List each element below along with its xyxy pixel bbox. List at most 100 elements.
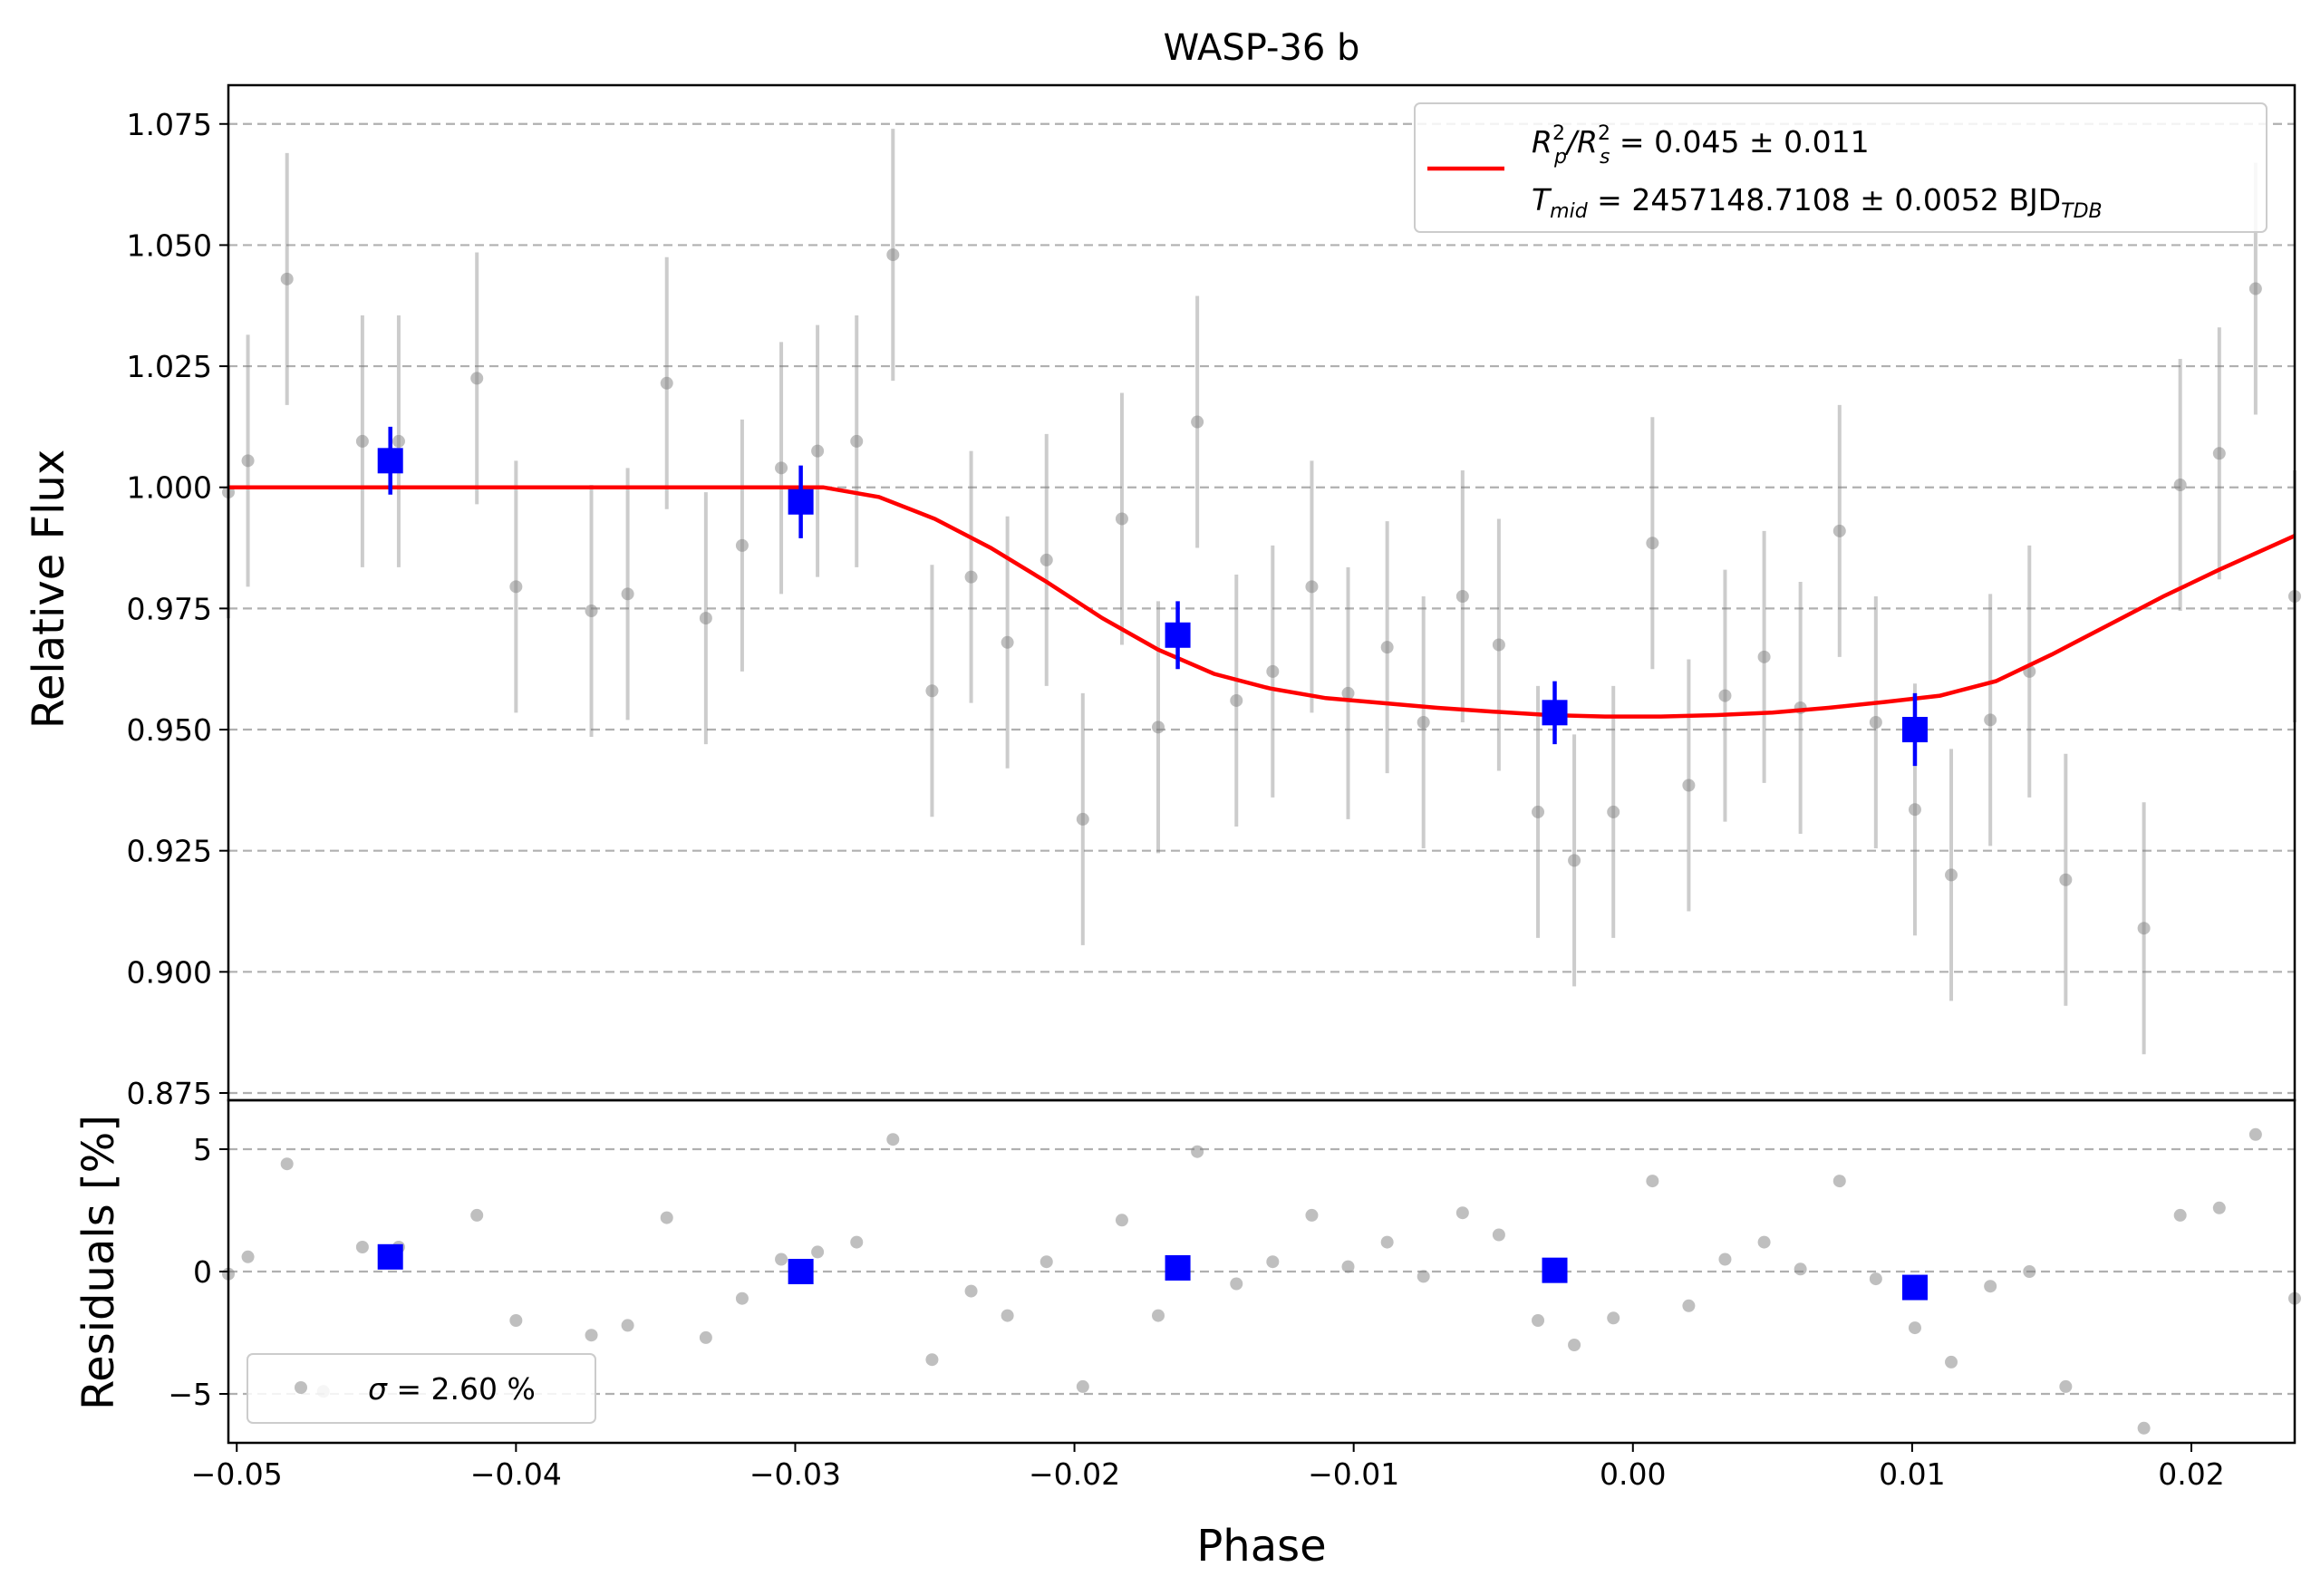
bottom-y-tick-label: 0 bbox=[193, 1254, 212, 1290]
data-point bbox=[964, 570, 978, 584]
model-curve bbox=[228, 485, 2296, 719]
top-plot-frame bbox=[227, 83, 2296, 1102]
bottom-y-tick-label: −5 bbox=[168, 1377, 212, 1412]
legend-rp-entry: R2 p/R2 s = 0.045 ± 0.011 bbox=[1532, 122, 1870, 169]
data-point bbox=[1682, 779, 1696, 792]
residual-point bbox=[1682, 1299, 1696, 1312]
residual-point bbox=[1001, 1309, 1014, 1322]
binned-point bbox=[788, 488, 814, 515]
residual-point bbox=[355, 1241, 369, 1253]
residual-binned-point bbox=[1901, 1274, 1928, 1301]
top-y-tick-label: 1.025 bbox=[127, 349, 212, 384]
residual-point bbox=[1607, 1311, 1620, 1325]
x-tick-label: −0.01 bbox=[1308, 1456, 1399, 1492]
data-point bbox=[1832, 524, 1846, 537]
bottom-y-ticks: −5 0 5 bbox=[168, 1132, 228, 1412]
top-y-tick-label: 0.875 bbox=[127, 1076, 212, 1111]
binned-points bbox=[377, 426, 1928, 767]
data-point bbox=[2137, 922, 2151, 935]
data-point bbox=[1230, 693, 1243, 707]
x-tick-label: 0.01 bbox=[1879, 1456, 1945, 1492]
data-point bbox=[925, 684, 939, 698]
residual-point bbox=[850, 1235, 864, 1249]
residual-binned-point bbox=[788, 1259, 814, 1284]
data-point bbox=[775, 461, 788, 475]
residual-point bbox=[1492, 1228, 1505, 1242]
chart-title: WASP-36 b bbox=[1164, 27, 1360, 69]
y-axis-title-bottom: Residuals [%] bbox=[73, 1115, 124, 1410]
top-y-ticks: 0.875 0.900 0.925 0.950 0.975 1.000 1.025 1.050… bbox=[127, 107, 228, 1111]
data-point bbox=[355, 434, 369, 448]
data-point bbox=[1380, 641, 1394, 654]
data-point bbox=[1908, 803, 1921, 817]
top-y-tick-label: 0.950 bbox=[127, 712, 212, 748]
data-point bbox=[811, 444, 825, 458]
data-point bbox=[2212, 447, 2226, 460]
data-point bbox=[392, 434, 405, 448]
y-axis-title-top: Relative Flux bbox=[24, 450, 74, 730]
residual-point bbox=[2023, 1265, 2036, 1278]
data-point bbox=[1266, 664, 1280, 678]
residual-point bbox=[1646, 1175, 1659, 1188]
residual-point bbox=[811, 1245, 825, 1259]
data-point bbox=[280, 272, 294, 285]
residual-point bbox=[1191, 1145, 1204, 1158]
binned-point bbox=[377, 448, 403, 474]
residual-point bbox=[509, 1314, 523, 1327]
top-y-tick-label: 0.900 bbox=[127, 954, 212, 990]
residual-point bbox=[2173, 1208, 2187, 1222]
residual-point bbox=[2059, 1379, 2073, 1393]
residual-point bbox=[886, 1133, 900, 1146]
bottom-grid bbox=[228, 1147, 2295, 1396]
residual-point bbox=[660, 1211, 673, 1224]
residual-point bbox=[241, 1250, 255, 1263]
data-point bbox=[1984, 713, 1997, 727]
data-point bbox=[1076, 812, 1089, 826]
legend-top-box bbox=[1414, 102, 2267, 233]
data-point bbox=[1945, 868, 1958, 882]
residual-point bbox=[1718, 1253, 1732, 1266]
residual-point bbox=[1152, 1309, 1165, 1322]
data-point bbox=[470, 372, 484, 385]
residual-point bbox=[1794, 1262, 1807, 1276]
top-y-tick-label: 1.075 bbox=[127, 107, 212, 142]
residual-point bbox=[470, 1208, 484, 1222]
residual-point bbox=[1380, 1235, 1394, 1249]
residual-point bbox=[1039, 1255, 1053, 1269]
residual-point bbox=[280, 1157, 294, 1171]
residual-point bbox=[735, 1291, 749, 1305]
top-grid bbox=[228, 122, 2295, 1095]
residual-point bbox=[925, 1353, 939, 1367]
residual-point bbox=[1266, 1255, 1280, 1269]
data-point bbox=[2059, 873, 2073, 886]
data-point bbox=[1568, 854, 1581, 867]
data-point bbox=[1417, 716, 1430, 730]
residual-binned-point bbox=[1542, 1257, 1568, 1283]
legend-top: R2 p/R2 s = 0.045 ± 0.011 Tmid = 2457148.7… bbox=[1414, 102, 2267, 233]
data-point bbox=[1646, 537, 1659, 550]
data-point bbox=[509, 580, 523, 594]
residual-point bbox=[2212, 1201, 2226, 1214]
legend-sigma-entry: σ = 2.60 % bbox=[368, 1371, 536, 1407]
data-point bbox=[2248, 282, 2262, 295]
data-point bbox=[1757, 650, 1771, 663]
residual-point bbox=[2137, 1421, 2151, 1435]
residual-binned-point bbox=[377, 1243, 403, 1270]
x-tick-label: −0.02 bbox=[1029, 1456, 1120, 1492]
data-point bbox=[1492, 638, 1505, 652]
data-point bbox=[886, 248, 900, 262]
residual-point bbox=[1076, 1379, 1089, 1393]
residual-point bbox=[1908, 1321, 1921, 1335]
residual-point bbox=[621, 1319, 634, 1332]
legend-residual-swatch bbox=[295, 1381, 307, 1394]
top-y-tick-label: 1.050 bbox=[127, 227, 212, 263]
data-point bbox=[1152, 721, 1165, 734]
residual-point bbox=[1341, 1260, 1355, 1273]
residual-point bbox=[1455, 1206, 1469, 1220]
top-y-tick-label: 0.975 bbox=[127, 591, 212, 626]
residual-point bbox=[1568, 1339, 1581, 1351]
binned-point bbox=[1901, 717, 1928, 743]
residual-point bbox=[1832, 1175, 1846, 1188]
residual-point bbox=[2248, 1127, 2262, 1141]
